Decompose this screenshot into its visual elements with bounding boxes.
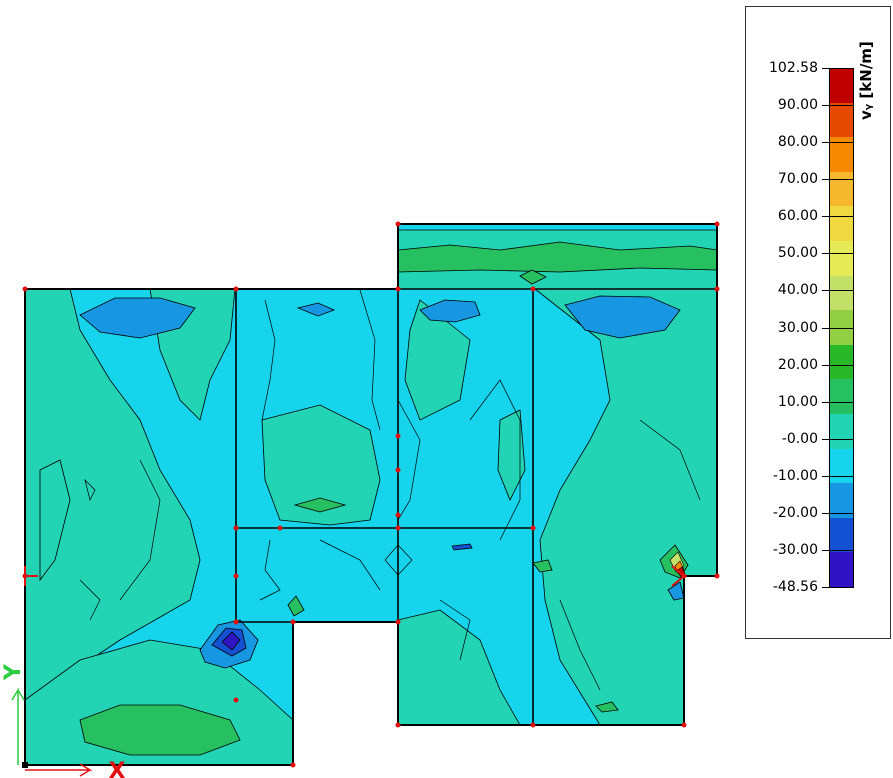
legend-tick [822,512,854,514]
legend-swatch [829,206,854,242]
contour-band-mint [261,404,381,526]
y-axis-label: Y [1,663,26,681]
legend-label: 40.00 [777,282,818,299]
legend-tick [822,216,854,218]
contour-band-blue [296,302,336,317]
support-markers [24,565,685,587]
legend-tick [822,364,854,366]
x-axis-label: X [109,759,126,778]
legend-label: 30.00 [777,319,818,336]
legend-tick [822,105,854,107]
legend-swatch [829,275,854,312]
contour-band-blue [564,295,681,339]
legend-tick [822,438,854,440]
contour-band-green [532,559,553,573]
legend-label: 10.00 [777,393,818,410]
legend-swatch [829,517,854,554]
legend-panel [745,6,891,639]
legend-swatch [829,414,854,450]
legend-label: 102.58 [769,60,818,76]
contour-band-darkblue [451,543,473,551]
contour-band-green [397,241,717,273]
contour-band-mint [497,409,526,501]
legend-tick [822,475,854,477]
legend-swatch [829,552,854,588]
contour-band-green [595,701,619,713]
legend-tick [822,290,854,292]
legend-tick [822,327,854,329]
legend-label: 60.00 [777,208,818,225]
legend-label: -20.00 [772,504,818,521]
legend-tick [822,549,854,551]
contour-band-blue [419,299,481,323]
legend-swatch [829,448,854,485]
legend-swatch [829,68,854,104]
legend-tick [822,587,854,588]
legend-tick [822,179,854,181]
legend-swatch [829,102,854,139]
legend-label: -10.00 [772,467,818,484]
legend-label: 80.00 [777,134,818,151]
legend-label: 90.00 [777,97,818,114]
contour-band-green [519,269,547,285]
panel-edges [235,288,717,725]
contour-band-blue [79,297,196,339]
legend-swatch [829,171,854,208]
legend-tick [822,142,854,144]
contour-band-violet [221,631,241,651]
legend-label: -48.56 [772,579,818,595]
legend-label: -0.00 [781,430,818,447]
legend-label: 20.00 [777,356,818,373]
legend-tick [822,401,854,403]
legend-title: vᵧ [kN/m] [857,41,875,120]
legend-label: 70.00 [777,171,818,188]
legend-label: 50.00 [777,245,818,262]
legend-swatch [829,379,854,415]
slab-contours [25,224,717,765]
nodes [22,221,720,768]
contour-band-mint [39,459,71,582]
contour-band-green [293,497,347,513]
contour-band-green [79,704,241,756]
legend-swatch [829,344,854,381]
legend-tick [822,253,854,255]
legend-tick [822,68,854,69]
axis-arrows [11,687,93,777]
contour-band-mint [404,299,471,421]
contour-band-green [287,595,305,617]
legend-label: -30.00 [772,541,818,558]
legend-swatch [829,241,854,277]
